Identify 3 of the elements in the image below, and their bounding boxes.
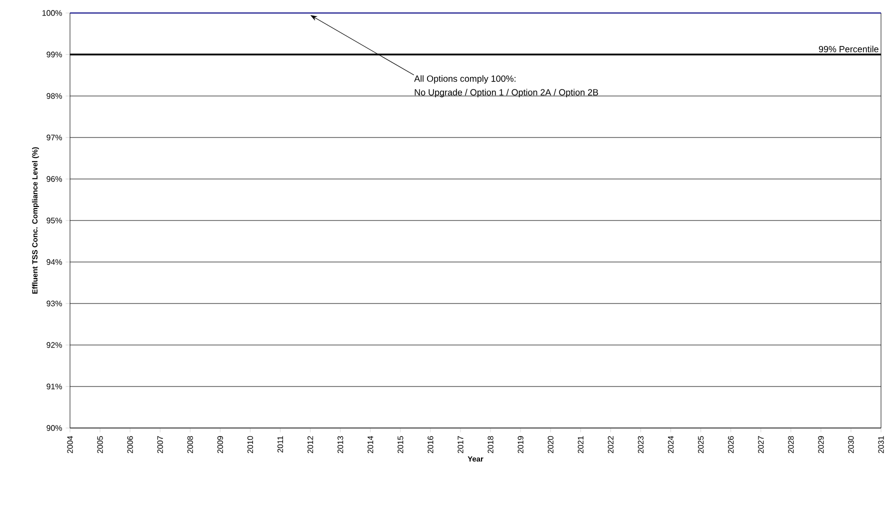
- ref-line-label: 99% Percentile: [818, 46, 878, 52]
- annotation: All Options comply 100%:: [414, 75, 516, 84]
- annotation: No Upgrade / Option 1 / Option 2A / Option 2B: [414, 88, 598, 98]
